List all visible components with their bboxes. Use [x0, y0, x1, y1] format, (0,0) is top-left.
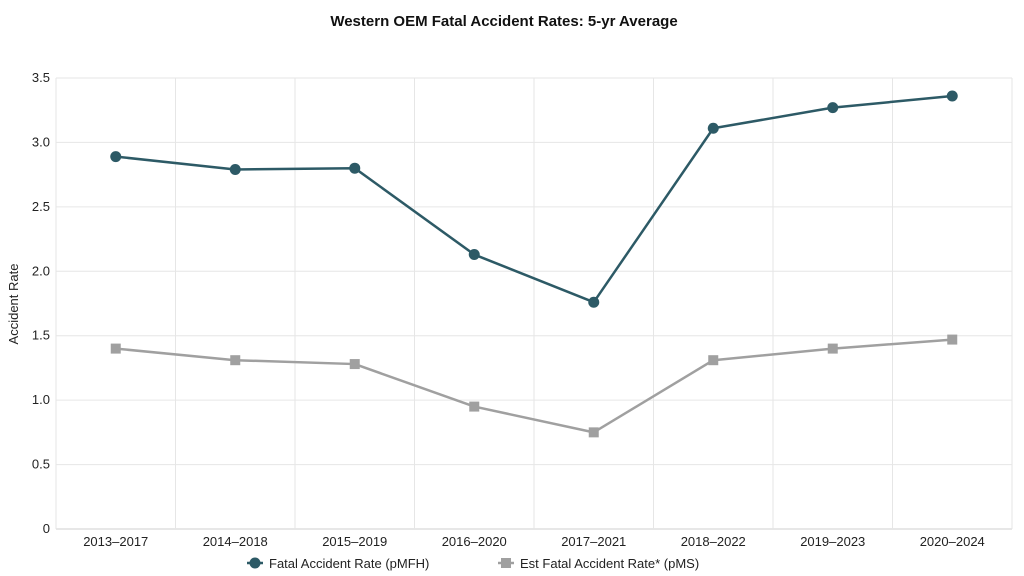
y-tick-label: 1.0: [32, 392, 50, 407]
series-1: [110, 90, 958, 308]
series: [110, 90, 958, 438]
data-point[interactable]: [110, 151, 122, 163]
y-tick-label: 0: [43, 521, 50, 536]
grid: [55, 77, 1013, 530]
x-tick-label: 2018–2022: [681, 534, 746, 549]
data-point[interactable]: [708, 355, 719, 366]
data-point[interactable]: [588, 427, 599, 438]
y-axis-title: Accident Rate: [6, 264, 21, 345]
x-tick-label: 2019–2023: [800, 534, 865, 549]
y-tick-label: 2.5: [32, 199, 50, 214]
legend-label: Fatal Accident Rate (pMFH): [269, 556, 429, 571]
y-tick-label: 3.0: [32, 134, 50, 149]
legend-item[interactable]: Fatal Accident Rate (pMFH): [247, 556, 429, 571]
legend-marker: [249, 557, 261, 569]
data-point[interactable]: [947, 334, 958, 345]
data-point[interactable]: [707, 122, 719, 134]
data-point[interactable]: [230, 355, 241, 366]
series-2: [110, 334, 958, 438]
data-point[interactable]: [349, 359, 360, 370]
y-tick-label: 0.5: [32, 457, 50, 472]
data-point[interactable]: [349, 162, 361, 174]
data-point[interactable]: [946, 90, 958, 102]
data-point[interactable]: [468, 249, 480, 261]
chart-title: Western OEM Fatal Accident Rates: 5-yr A…: [330, 13, 677, 30]
legend-item[interactable]: Est Fatal Accident Rate* (pMS): [498, 556, 699, 571]
data-point[interactable]: [469, 401, 480, 412]
x-tick-label: 2015–2019: [322, 534, 387, 549]
x-tick-label: 2014–2018: [203, 534, 268, 549]
y-tick-label: 3.5: [32, 70, 50, 85]
x-tick-label: 2016–2020: [442, 534, 507, 549]
data-point[interactable]: [827, 343, 838, 354]
data-point[interactable]: [229, 163, 241, 175]
x-axis-ticks: 2013–2017 2014–2018 2015–2019 2016–2020 2017…: [83, 534, 985, 549]
legend-label: Est Fatal Accident Rate* (pMS): [520, 556, 699, 571]
series-line: [115, 94, 953, 304]
x-tick-label: 2017–2021: [561, 534, 626, 549]
x-tick-label: 2020–2024: [920, 534, 985, 549]
data-point[interactable]: [827, 102, 839, 114]
legend-marker: [501, 558, 511, 568]
legend: Fatal Accident Rate (pMFH) Est Fatal Acci…: [247, 556, 699, 571]
x-tick-label: 2013–2017: [83, 534, 148, 549]
data-point[interactable]: [110, 343, 121, 354]
y-tick-label: 1.5: [32, 328, 50, 343]
y-tick-label: 2.0: [32, 263, 50, 278]
series-line: [115, 338, 953, 434]
data-point[interactable]: [588, 296, 600, 308]
y-axis-ticks: 0 0.5 1.0 1.5 2.0 2.5 3.0 3.5: [32, 70, 50, 536]
